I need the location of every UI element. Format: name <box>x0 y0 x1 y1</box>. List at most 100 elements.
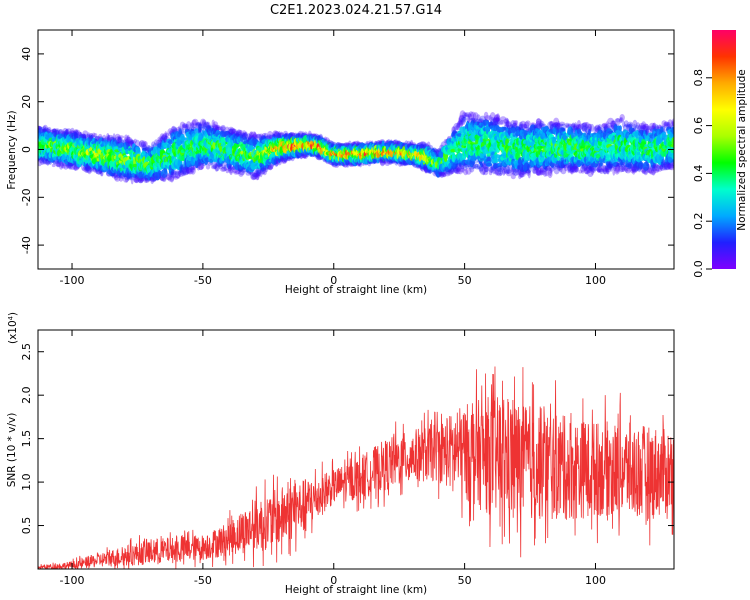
spectrogram-cell <box>125 137 133 144</box>
spectrogram-cell <box>118 175 124 182</box>
spectrogram-cell <box>60 163 64 168</box>
spectrogram-cell <box>124 136 131 144</box>
spectrogram-cell <box>126 134 130 144</box>
spectrogram-cell <box>107 134 111 144</box>
spectrogram-cell <box>139 139 145 148</box>
spectrogram-cell <box>88 133 94 140</box>
spectrogram-cell <box>114 133 121 141</box>
spectrogram-cell <box>58 129 64 135</box>
spectrogram-cell <box>84 163 89 167</box>
spectrogram-cell <box>461 117 467 121</box>
spectrogram-cell <box>100 170 103 177</box>
spectrogram-cell <box>125 138 130 147</box>
spectrogram-cell <box>74 133 80 139</box>
spectrogram-cell <box>514 120 519 126</box>
spectrogram-cell <box>65 128 69 137</box>
spectrogram-cell <box>143 141 148 148</box>
spectrogram-cell <box>58 161 64 170</box>
spectrogram-cell <box>52 160 59 165</box>
spectrogram-cell <box>92 168 98 172</box>
spectrogram-cell <box>134 176 140 184</box>
spectrogram-cell <box>55 162 60 167</box>
spectrogram-cell <box>38 126 42 130</box>
spectrogram-cell <box>125 176 129 183</box>
spectrogram-cell <box>139 178 147 182</box>
spectrogram-cell <box>46 126 52 134</box>
spectrogram-cell <box>66 164 70 169</box>
figure-title: C2E1.2023.024.21.57.G14 <box>270 3 442 18</box>
spectrogram-cell <box>140 141 147 150</box>
spectrogram-cell <box>127 139 134 144</box>
spectrogram-cell <box>92 132 96 137</box>
spectrogram-cell <box>93 133 98 138</box>
spectrogram-marks <box>38 110 674 185</box>
spectrogram-cell <box>138 177 145 182</box>
spectrogram-cell <box>84 166 90 174</box>
spectrogram-cell <box>52 129 57 134</box>
spectrogram-cell <box>82 166 89 172</box>
spectrogram-cell <box>114 136 121 145</box>
spectrogram-cell <box>38 126 43 131</box>
spectrogram-cell <box>129 140 134 144</box>
spectrogram-cell <box>180 137 185 142</box>
spectrogram-cell <box>52 128 56 133</box>
spectrogram-cell <box>55 129 59 136</box>
spectrogram-cell <box>84 164 90 170</box>
spectrogram-cell <box>74 129 81 139</box>
spectrogram-cell <box>140 140 147 148</box>
spectrogram-cell <box>72 130 79 137</box>
spectrogram-cell <box>42 125 47 132</box>
spectrogram-cell <box>138 141 142 148</box>
spectrogram-cell <box>55 160 61 168</box>
spectrogram-cell <box>60 130 65 135</box>
spectrogram-cell <box>125 173 133 178</box>
spectrogram-cell <box>59 133 63 139</box>
spectrogram-cell <box>38 126 42 131</box>
spectrogram-cell <box>87 165 92 175</box>
spectrogram-cell <box>119 138 124 144</box>
spectrogram-cell <box>60 161 65 167</box>
spectrogram-cell <box>128 140 134 145</box>
spectrogram-cell <box>85 166 92 173</box>
spectrogram-cell <box>117 135 125 139</box>
spectrogram-cell <box>56 162 62 168</box>
spectrogram-cell <box>137 147 141 153</box>
spectrogram-cell <box>140 177 144 183</box>
spectrogram-cell <box>38 158 42 167</box>
spectrogram-cell <box>106 133 110 141</box>
spectrogram-cell <box>135 139 140 148</box>
spectrogram-cell <box>61 165 66 169</box>
spectrogram-cell <box>39 156 45 165</box>
spectrogram-cell <box>73 129 79 136</box>
spectrogram-cell <box>133 177 139 183</box>
spectrogram-cell <box>114 174 121 182</box>
spectrogram-cell <box>111 174 117 179</box>
spectrogram-cell <box>41 160 47 165</box>
spectrogram-cell <box>130 175 134 185</box>
spectrogram-cell <box>107 134 115 141</box>
spectrogram-cell <box>42 124 48 133</box>
spectrogram-cell <box>141 147 147 152</box>
spectrogram-cell <box>107 134 110 143</box>
spectrogram-cell <box>65 128 73 137</box>
spectrogram-cell <box>117 136 122 144</box>
spectrogram-cell <box>124 134 129 142</box>
spectrogram-cell <box>117 136 122 140</box>
spectrogram-cell <box>483 139 487 145</box>
spectrogram-cell <box>493 157 499 164</box>
spectrogram-cell <box>119 142 125 148</box>
spectrogram-cell <box>85 163 90 172</box>
spectrogram-cell <box>52 128 57 133</box>
spectrogram-cell <box>138 171 143 179</box>
spectrogram-cell <box>80 133 87 138</box>
spectrogram-cell <box>73 130 80 140</box>
spectrogram-cell <box>38 158 45 164</box>
spectrogram-cell <box>51 163 56 168</box>
spectrogram-cell <box>65 128 70 136</box>
spectrogram-cell <box>525 120 531 127</box>
spectrogram-cell <box>81 133 87 138</box>
spectrogram-cell <box>133 138 137 144</box>
spectrogram-cell <box>38 126 41 131</box>
